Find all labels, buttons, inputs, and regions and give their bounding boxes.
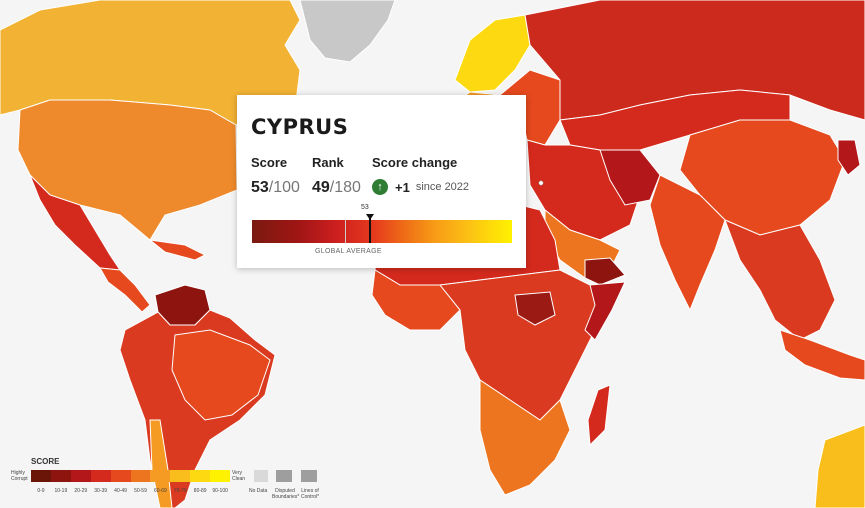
legend-swatch-1 xyxy=(50,470,71,482)
legend-left-line1: Highly xyxy=(11,470,25,476)
region-central-africa[interactable] xyxy=(439,269,606,421)
legend-disputed-label: Disputed Boundaries* xyxy=(272,488,300,500)
legend-lines-of-control-swatch xyxy=(301,470,317,482)
score-change-label: Score change xyxy=(372,155,458,170)
legend-swatch-0 xyxy=(31,470,51,482)
country-indonesia[interactable] xyxy=(779,329,865,381)
score-change-value: +1 xyxy=(395,179,410,195)
legend-range-1: 10-19 xyxy=(54,488,68,494)
legend-range-8: 80-89 xyxy=(193,488,207,494)
legend-no-data-swatch xyxy=(254,470,268,482)
legend-disputed-line1: Disputed xyxy=(275,488,295,494)
legend-swatch-8 xyxy=(190,470,211,482)
map-legend: SCORE Highly Corrupt Very Clean 0-9 10-19… xyxy=(0,450,330,508)
country-cyprus[interactable] xyxy=(538,180,544,186)
legend-title: SCORE xyxy=(31,457,60,466)
region-west-africa[interactable] xyxy=(371,269,461,331)
legend-swatch-2 xyxy=(70,470,91,482)
score-value: 53/100 xyxy=(251,179,300,197)
country-brazil[interactable] xyxy=(171,329,271,421)
country-iran[interactable] xyxy=(599,149,661,206)
legend-swatch-4 xyxy=(110,470,131,482)
arrow-up-icon: ↑ xyxy=(372,179,388,195)
rank-label: Rank xyxy=(312,155,344,170)
legend-range-labels: 0-9 10-19 20-29 30-39 40-49 50-59 60-69 70-79 80… xyxy=(31,488,230,494)
score-max: /100 xyxy=(268,179,300,196)
rank-value: 49/180 xyxy=(312,179,361,197)
legend-range-9: 90-100 xyxy=(212,488,228,494)
legend-right-line2: Clean xyxy=(232,476,246,482)
region-caribbean[interactable] xyxy=(148,239,207,261)
legend-range-5: 50-59 xyxy=(134,488,147,494)
legend-very-clean: Very Clean xyxy=(232,470,245,482)
legend-disputed-line2: Boundaries* xyxy=(272,494,300,500)
country-india[interactable] xyxy=(649,174,726,312)
legend-lines-line2: Control* xyxy=(300,494,320,500)
legend-range-2: 20-29 xyxy=(74,488,88,494)
country-somalia[interactable] xyxy=(584,281,626,341)
score-change-since: since 2022 xyxy=(415,181,470,193)
global-average-label: GLOBAL AVERAGE xyxy=(315,248,382,255)
country-popup: CYPRUS Score 53/100 Rank 49/180 Score ch… xyxy=(237,95,526,268)
country-greenland[interactable] xyxy=(299,0,396,63)
legend-left-line2: Corrupt xyxy=(11,476,28,482)
legend-swatch-3 xyxy=(90,470,111,482)
region-southern-africa[interactable] xyxy=(479,379,571,496)
legend-range-3: 30-39 xyxy=(94,488,108,494)
legend-swatch-7 xyxy=(170,470,191,482)
legend-range-6: 60-69 xyxy=(153,488,167,494)
legend-highly-corrupt: Highly Corrupt xyxy=(11,470,28,482)
country-yemen[interactable] xyxy=(584,257,626,286)
score-number: 53 xyxy=(251,179,269,196)
legend-swatch-6 xyxy=(150,470,171,482)
region-east-asia[interactable] xyxy=(837,139,861,176)
legend-disputed-swatch xyxy=(276,470,292,482)
score-scale-bar xyxy=(252,220,512,243)
country-south-sudan[interactable] xyxy=(514,291,556,326)
rank-max: /180 xyxy=(329,179,361,196)
country-china[interactable] xyxy=(679,119,846,236)
legend-range-4: 40-49 xyxy=(114,488,127,494)
legend-range-0: 0-9 xyxy=(37,488,45,494)
legend-swatch-5 xyxy=(130,470,151,482)
legend-right-line1: Very xyxy=(232,470,243,476)
rank-number: 49 xyxy=(312,179,330,196)
legend-swatch-9 xyxy=(210,470,231,482)
country-australia[interactable] xyxy=(814,424,865,508)
legend-lines-line1: Lines of xyxy=(301,488,319,494)
score-marker-label: 53 xyxy=(361,204,369,211)
legend-no-data-label: No Data xyxy=(249,488,268,494)
region-central-america[interactable] xyxy=(99,267,151,313)
country-name: CYPRUS xyxy=(251,115,349,139)
score-marker-line xyxy=(369,214,371,243)
global-average-line xyxy=(345,220,346,243)
legend-lines-of-control-label: Lines of Control* xyxy=(299,488,321,500)
legend-color-bar xyxy=(31,470,231,482)
legend-range-7: 70-79 xyxy=(173,488,187,494)
score-label: Score xyxy=(251,155,288,170)
country-madagascar[interactable] xyxy=(587,384,611,447)
region-southeast-asia[interactable] xyxy=(724,219,836,341)
score-change: ↑ +1 since 2022 xyxy=(372,179,469,195)
